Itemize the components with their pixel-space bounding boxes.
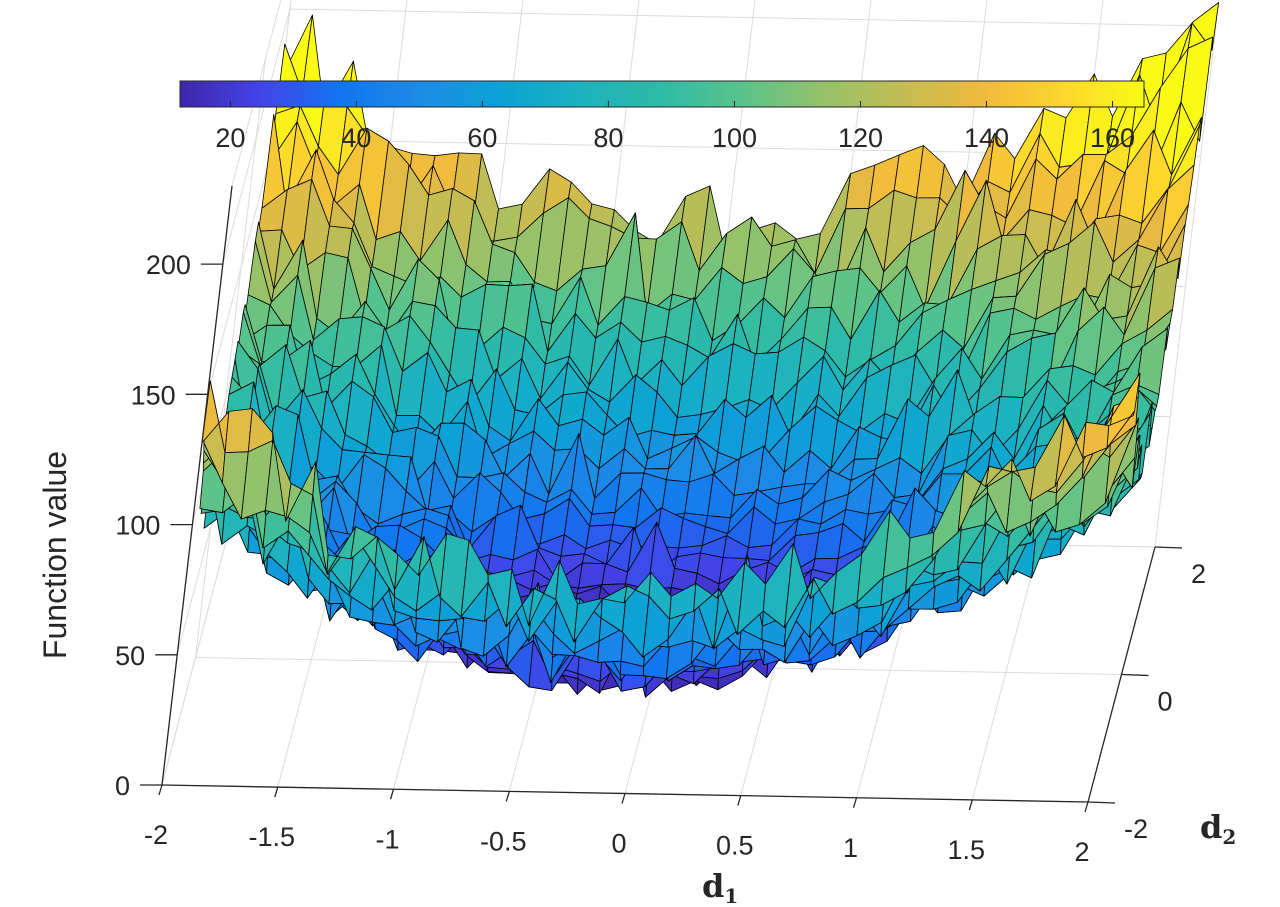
- x-tick-label: 0: [611, 829, 626, 859]
- x-tick-label: 0.5: [716, 831, 754, 861]
- surface-face: [224, 408, 253, 454]
- surface-face: [745, 544, 773, 561]
- colorbar-tick-label: 60: [467, 123, 497, 153]
- x-tick-label: 1: [843, 833, 858, 863]
- colorbar-tick-label: 40: [341, 123, 371, 153]
- colorbar: 20 40 60 80 100 120 140 160: [179, 80, 1145, 153]
- x-tick-label: -0.5: [480, 826, 527, 856]
- surface-mesh: [199, 2, 1219, 698]
- grid-line-z-left: [161, 529, 230, 786]
- x-tick: [505, 791, 510, 802]
- y-tick: [1121, 673, 1149, 677]
- z-tick-label: 150: [131, 380, 176, 410]
- surface-face: [1106, 410, 1135, 449]
- x-tick: [852, 797, 858, 808]
- x-tick: [968, 799, 973, 811]
- x-tick: [389, 789, 395, 800]
- x-tick: [737, 795, 742, 806]
- surface-face: [589, 511, 616, 527]
- grid-line-z-left: [222, 8, 291, 265]
- colorbar-tick-label: 100: [712, 123, 757, 153]
- x-tick-label: 1.5: [948, 835, 986, 865]
- y-tick-label: -2: [1124, 814, 1148, 844]
- y-axis-label: d2: [1200, 808, 1236, 849]
- x-tick: [158, 784, 163, 796]
- grid-line-x-wall: [1154, 0, 1220, 548]
- colorbar-tick-label: 140: [964, 123, 1009, 153]
- y-tick-label: 2: [1191, 559, 1206, 589]
- x-tick: [621, 793, 626, 804]
- x-tick: [1084, 801, 1089, 813]
- x-tick: [274, 786, 279, 798]
- y-tick-label: 0: [1158, 687, 1173, 717]
- y-tick: [1087, 801, 1116, 804]
- grid-line-z-back: [289, 8, 1216, 27]
- surface-face: [673, 414, 702, 436]
- z-tick-label: 50: [115, 641, 145, 671]
- grid-box-top-left: [231, 0, 282, 187]
- x-tick-label: -2: [144, 820, 168, 850]
- z-axis-line: [161, 185, 233, 786]
- x-tick-label: -1: [375, 824, 399, 854]
- z-tick-label: 100: [115, 511, 160, 541]
- x-tick-label: 2: [1074, 837, 1089, 867]
- colorbar-tick-label: 160: [1090, 123, 1135, 153]
- colorbar-bar: [179, 80, 1145, 108]
- colorbar-tick-label: 120: [838, 123, 883, 153]
- colorbar-tick-label: 20: [215, 123, 245, 153]
- y-tick: [1154, 546, 1183, 549]
- grid-line-z-left: [207, 139, 276, 395]
- grid-line-y-wall: [195, 58, 266, 658]
- z-tick-label: 200: [146, 250, 191, 280]
- z-tick-label: 0: [115, 771, 130, 801]
- z-axis-label: Function value: [37, 451, 73, 659]
- axis-labels: Function value d1 d2: [37, 451, 1236, 907]
- axes: -2 -1.5 -1 -0.5 0 0.5 1 1.5 2 -2 0 2 0 50 100 150 200: [115, 185, 1206, 867]
- x-axis-label: d1: [702, 867, 738, 907]
- x-tick-label: -1.5: [249, 822, 296, 852]
- colorbar-tick-label: 80: [593, 123, 623, 153]
